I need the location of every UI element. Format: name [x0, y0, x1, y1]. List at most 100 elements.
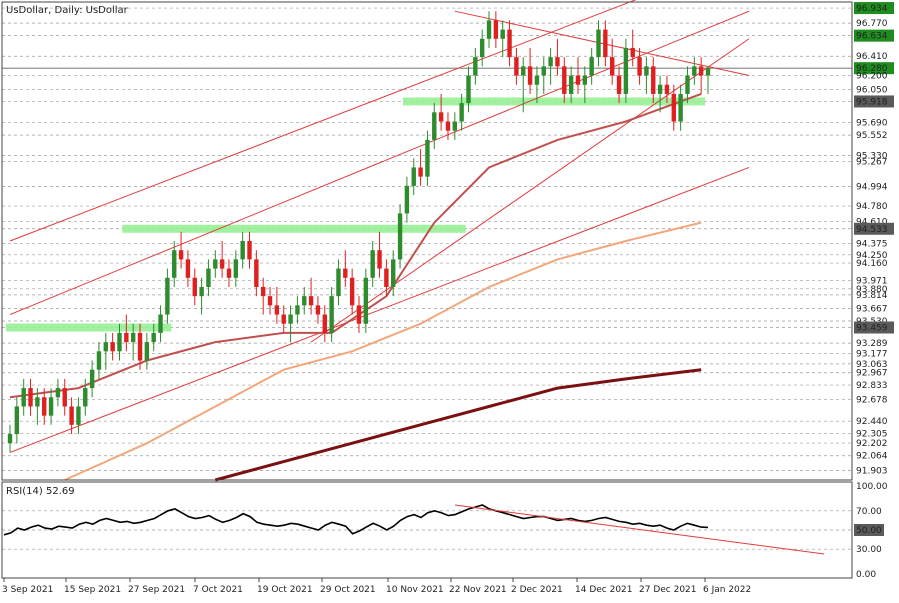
time-tick-label: 3 Sep 2021: [2, 585, 53, 595]
time-tick-label: 10 Nov 2021: [386, 585, 444, 595]
price-tick-label: 95.690: [856, 118, 888, 128]
price-label-bg: [854, 62, 894, 75]
price-tick-label: 93.459: [856, 323, 888, 333]
time-tick-label: 29 Oct 2021: [320, 585, 376, 595]
candle-down: [698, 66, 704, 76]
candle-down: [110, 342, 115, 352]
price-tick-label: 93.177: [856, 349, 888, 359]
price-label-bg: [854, 2, 894, 15]
price-tick-label: 92.202: [856, 439, 888, 449]
price-tick-label: 93.667: [856, 304, 888, 314]
candle-down: [308, 296, 314, 306]
candle-down: [137, 332, 143, 361]
candle-down: [349, 277, 355, 306]
price-tick-label: 96.770: [856, 19, 888, 29]
candle-up: [336, 268, 341, 297]
price-label-bg: [854, 29, 894, 42]
candle-up: [199, 286, 204, 297]
rsi-title: RSI(14) 52.69: [6, 486, 75, 497]
time-tick-label: 6 Jan 2022: [703, 585, 751, 595]
candle-up: [288, 314, 293, 324]
candle-down: [356, 305, 362, 324]
main-pane-frame: [1, 1, 853, 481]
candle-down: [445, 121, 451, 131]
candle-down: [343, 268, 348, 278]
candle-up: [459, 103, 464, 122]
rsi-tick-label: 30.00: [856, 545, 882, 555]
time-tick-label: 19 Oct 2021: [257, 585, 313, 595]
time-tick-label: 27 Sep 2021: [128, 585, 185, 595]
price-tick-label: 94.533: [856, 225, 888, 235]
candle-down: [315, 305, 321, 315]
candle-up: [397, 213, 403, 260]
candle-up: [479, 38, 485, 58]
candle-up: [76, 406, 81, 425]
price-tick-label: 94.250: [856, 251, 888, 261]
candle-up: [657, 84, 663, 94]
trendline: [9, 0, 637, 242]
candle-down: [192, 277, 197, 297]
time-tick-label: 22 Nov 2021: [449, 585, 507, 595]
candle-up: [541, 66, 546, 76]
rsi-tick-label: 50.00: [856, 526, 882, 536]
candle-down: [630, 47, 635, 58]
price-tick-label: 93.971: [856, 276, 888, 286]
candle-down: [322, 314, 327, 333]
candle-down: [384, 268, 389, 287]
chart-title: UsDollar, Daily: UsDollar: [6, 5, 129, 16]
price-tick-label: 92.678: [856, 395, 888, 405]
candle-up: [151, 332, 156, 343]
price-tick-label: 94.160: [856, 259, 888, 269]
candle-up: [473, 57, 478, 76]
price-label-bg: [854, 222, 894, 235]
price-label-bg: [854, 321, 894, 334]
candle-down: [507, 29, 512, 58]
candle-up: [96, 351, 102, 370]
candle-down: [267, 296, 273, 306]
candle-up: [432, 112, 437, 140]
price-tick-label: 95.552: [856, 131, 888, 141]
candle-up: [295, 305, 300, 315]
candle-down: [555, 57, 560, 67]
candle-up: [582, 75, 588, 85]
candle-down: [247, 241, 252, 260]
candle-down: [514, 57, 519, 76]
trendline: [310, 38, 750, 343]
candle-down: [260, 286, 266, 297]
candle-down: [42, 397, 47, 416]
candle-up: [302, 296, 307, 306]
support-zone: [122, 224, 466, 233]
candle-up: [500, 29, 505, 39]
candle-down: [527, 66, 533, 85]
price-tick-label: 92.440: [856, 417, 888, 427]
candle-down: [219, 259, 225, 269]
trendline: [454, 10, 750, 77]
price-tick-label: 96.200: [856, 72, 888, 82]
price-tick-label: 91.903: [856, 467, 888, 477]
price-tick-label: 95.330: [856, 152, 888, 162]
candle-up: [685, 75, 690, 94]
candle-down: [562, 66, 567, 94]
candle-down: [616, 75, 622, 94]
ma-slow-line: [214, 368, 702, 482]
candle-down: [651, 66, 656, 94]
candle-down: [438, 112, 444, 122]
candle-down: [185, 259, 191, 278]
price-tick-label: 92.967: [856, 369, 888, 379]
candle-up: [623, 47, 629, 94]
price-tick-label: 92.064: [856, 452, 888, 462]
candle-down: [226, 268, 232, 278]
time-tick-label: 2 Dec 2021: [511, 585, 563, 595]
candle-down: [609, 57, 615, 76]
candle-up: [172, 250, 177, 278]
candle-up: [89, 369, 95, 389]
ma-mid-line: [64, 221, 702, 481]
time-tick-label: 27 Dec 2021: [639, 585, 697, 595]
candle-up: [21, 388, 26, 407]
rsi-tick-label: 100.00: [856, 482, 888, 492]
time-tick-label: 15 Sep 2021: [64, 585, 121, 595]
candle-up: [568, 75, 574, 94]
candle-down: [493, 20, 499, 39]
candle-down: [418, 167, 423, 177]
